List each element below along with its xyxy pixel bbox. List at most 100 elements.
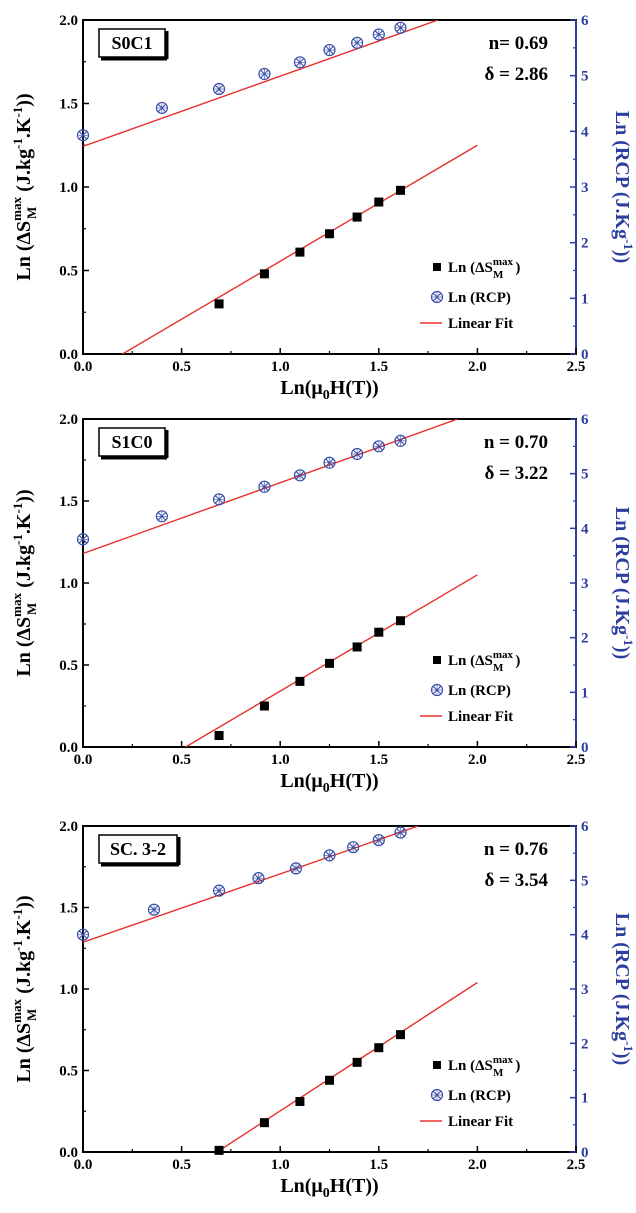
exponent-n-annotation: n = 0.76 xyxy=(484,839,548,860)
ds-data-point xyxy=(259,1118,269,1128)
x-tick-label: 2.0 xyxy=(468,359,487,375)
y-left-tick-label: 0.5 xyxy=(59,1064,78,1080)
legend-ds-text: Ln (ΔS xyxy=(448,260,493,276)
rcp-marker-circle xyxy=(351,36,364,49)
ds-data-point xyxy=(395,616,405,626)
y-right-tick-label: 1 xyxy=(581,685,589,701)
ds-data-point xyxy=(395,185,405,195)
y-left-tick-label: 1.0 xyxy=(59,180,78,196)
rcp-data-point xyxy=(351,36,364,49)
y-right-tick-label: 5 xyxy=(581,69,589,85)
x-tick-label: 0.5 xyxy=(172,1157,191,1173)
rcp-marker-circle xyxy=(147,903,161,916)
ds-data-point xyxy=(295,676,305,686)
y-left-label-sup: -1 xyxy=(10,909,25,920)
x-axis-label-main: Ln(μ xyxy=(280,1175,323,1197)
legend-rcp-marker xyxy=(430,683,444,697)
x-tick-label: 0.5 xyxy=(172,752,191,768)
fit-lines xyxy=(83,826,478,1152)
rcp-data-point xyxy=(258,67,271,81)
y-right-label-part: Ln (RCP (J.Kg xyxy=(611,913,633,1041)
rcp-data-point xyxy=(372,28,385,41)
legend-square-marker xyxy=(433,656,441,664)
rcp-data-point xyxy=(155,101,168,115)
rcp-marker-circle xyxy=(372,28,385,41)
y-right-axis-label: Ln (RCP (J.Kg-1)) xyxy=(611,111,636,264)
rcp-data-point xyxy=(212,884,226,897)
x-axis-label-end: H(T)) xyxy=(330,377,379,399)
rcp-marker-circle xyxy=(323,456,336,469)
rcp-linear-fit-line xyxy=(83,826,419,943)
y-left-label-part: )) xyxy=(13,93,35,106)
y-left-axis-label: Ln (ΔSmaxM (J.kg-1.K-1)) xyxy=(9,895,39,1082)
y-left-label-part: (J.kg xyxy=(13,545,35,593)
y-right-tick-label: 5 xyxy=(581,873,589,889)
x-tick-label: 0.0 xyxy=(74,1157,93,1173)
y-left-label-part: .K xyxy=(13,513,35,534)
ds-data-point xyxy=(374,197,384,207)
y-left-label-part: (J.kg xyxy=(13,951,35,999)
legend-ds-sup: max xyxy=(493,649,514,661)
rcp-data-point xyxy=(147,903,161,916)
x-tick-label: 2.5 xyxy=(567,1157,586,1173)
y-left-tick-label: 1.5 xyxy=(59,901,78,917)
x-axis-label-sub: 0 xyxy=(323,781,330,796)
x-tick-label: 1.5 xyxy=(369,359,388,375)
panel-label-box xyxy=(98,427,166,457)
legend-rcp-marker xyxy=(430,290,444,304)
y-right-label-part: )) xyxy=(611,646,633,659)
rcp-marker-circle xyxy=(289,862,303,875)
rcp-data-point xyxy=(323,43,336,57)
legend-rcp-label: Ln (RCP) xyxy=(448,1088,511,1104)
rcp-marker-circle xyxy=(372,440,385,453)
rcp-marker-circle xyxy=(323,43,336,57)
y-right-tick-label: 4 xyxy=(581,124,589,140)
rcp-marker-circle xyxy=(394,21,407,34)
y-left-tick-label: 2.0 xyxy=(59,412,78,428)
y-right-tick-label: 4 xyxy=(581,521,589,537)
rcp-marker-circle xyxy=(347,841,360,854)
exponent-delta-annotation: δ = 3.54 xyxy=(485,870,549,891)
x-axis-label-sub: 0 xyxy=(323,388,330,403)
rcp-data-point xyxy=(293,56,307,69)
y-left-tick-label: 0.0 xyxy=(59,1145,78,1161)
legend-ds-close: ) xyxy=(515,653,520,669)
rcp-marker-circle xyxy=(293,469,307,482)
rcp-marker-circle xyxy=(76,533,90,546)
y-left-tick-label: 0.0 xyxy=(59,347,78,363)
ds-data-point xyxy=(352,212,362,222)
legend-ds-sub: M xyxy=(493,662,504,674)
rcp-linear-fit-line xyxy=(83,20,439,148)
rcp-data-point xyxy=(323,849,336,862)
x-tick-label: 1.5 xyxy=(369,1157,388,1173)
y-right-tick-label: 3 xyxy=(581,180,589,196)
y-right-tick-label: 4 xyxy=(581,928,589,944)
chart-panel-2: 0.0 0.5 1.0 1.5 2.0 2.5 0.0 0.5 1.0 1.5 2.0 0 1 2 3 4 5 6… xyxy=(9,412,636,796)
legend-square-marker xyxy=(433,1061,441,1069)
rcp-data-point xyxy=(394,21,407,34)
y-left-label-part: Ln (ΔS xyxy=(13,617,35,677)
ds-data-point xyxy=(295,247,305,257)
rcp-data-point xyxy=(76,533,90,546)
x-axis-label-main: Ln(μ xyxy=(280,770,323,792)
y-left-tick-label: 2.0 xyxy=(59,819,78,835)
legend-ds-label: Ln (ΔSmax M) xyxy=(448,256,520,281)
x-axis-label: Ln(μ0H(T)) xyxy=(280,1175,378,1201)
y-left-axis-label: Ln (ΔSmaxM (J.kg-1.K-1)) xyxy=(9,489,39,676)
ds-data-point xyxy=(259,701,269,711)
y-left-tick-label: 1.0 xyxy=(59,982,78,998)
rcp-marker-circle xyxy=(430,1088,444,1102)
rcp-marker-circle xyxy=(258,67,271,81)
y-left-tick-label: 0.0 xyxy=(59,740,78,756)
x-axis-label-end: H(T)) xyxy=(330,1175,379,1197)
y-right-tick-label: 3 xyxy=(581,982,589,998)
y-left-label-sup: max xyxy=(9,593,24,617)
ds-data-point xyxy=(325,229,334,239)
y-left-label-part: (J.kg xyxy=(13,149,35,197)
rcp-data-point xyxy=(252,872,265,885)
ds-data-point xyxy=(325,658,334,668)
y-left-tick-label: 0.5 xyxy=(59,264,78,280)
y-left-label-sup: -1 xyxy=(10,503,25,514)
rcp-marker-circle xyxy=(212,493,226,506)
rcp-data-point xyxy=(258,480,271,493)
